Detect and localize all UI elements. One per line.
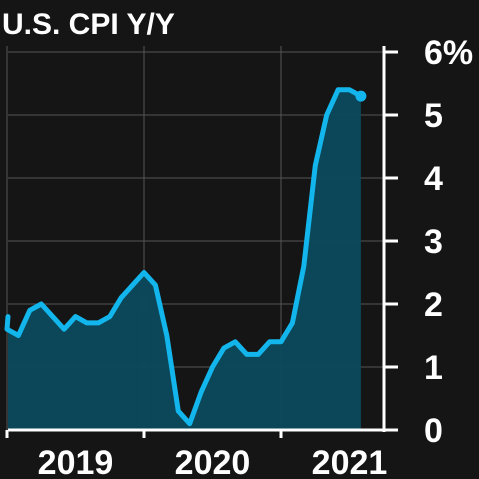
x-tick-label-2020: 2020 — [175, 444, 251, 479]
axes — [5, 46, 398, 438]
y-tick-label-0: 0 — [424, 412, 443, 450]
chart-title: U.S. CPI Y/Y — [2, 8, 175, 41]
x-tick-label-2021: 2021 — [312, 444, 388, 479]
y-tick-label-4: 4 — [424, 160, 443, 198]
y-tick-label-6: 6% — [424, 34, 473, 72]
last-value-marker — [355, 90, 367, 102]
grid — [6, 46, 384, 430]
cpi-series-line — [4, 87, 364, 427]
y-tick-label-2: 2 — [424, 286, 443, 324]
y-tick-label-3: 3 — [424, 223, 443, 261]
cpi-area-fill — [7, 89, 361, 431]
x-tick-labels: 2019 2020 2021 — [38, 444, 388, 479]
y-tick-label-5: 5 — [424, 97, 443, 135]
y-tick-labels: 0 1 2 3 4 5 6% — [424, 34, 473, 450]
x-tick-label-2019: 2019 — [38, 444, 114, 479]
y-tick-label-1: 1 — [424, 349, 443, 387]
